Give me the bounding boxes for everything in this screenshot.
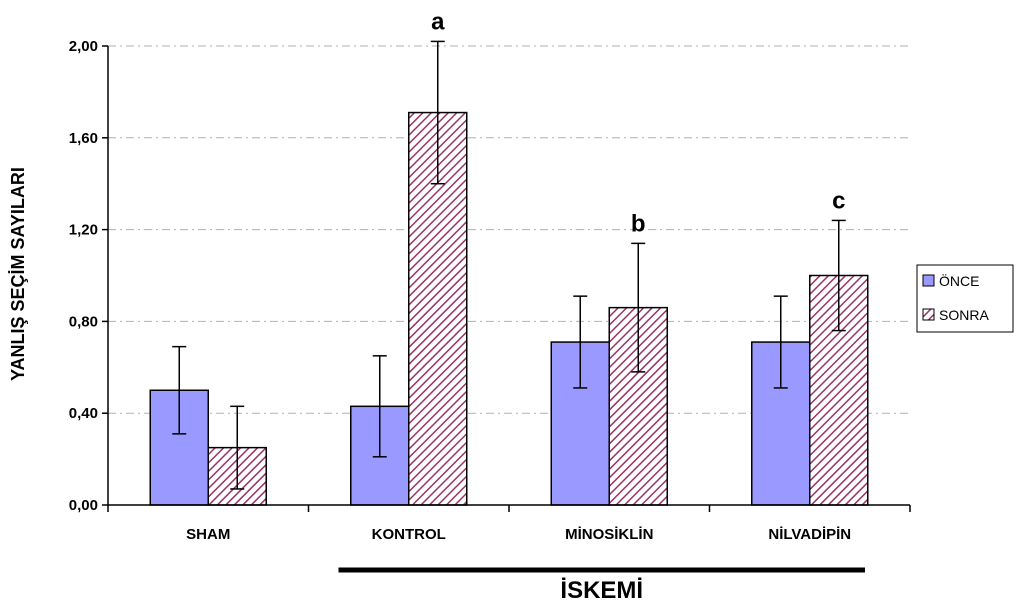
y-tick-label: 0,80 (69, 313, 98, 330)
error-bars (172, 40, 846, 490)
legend-swatch (922, 274, 935, 287)
significance-letter: a (431, 8, 445, 35)
y-tick-label: 2,00 (69, 38, 98, 55)
legend-label: ÖNCE (939, 272, 979, 289)
significance-letter: b (631, 210, 646, 237)
annotations: a b c (431, 8, 845, 237)
error-bar (230, 405, 245, 490)
legend: ÖNCE SONRA (916, 264, 1014, 333)
significance-letter: c (832, 187, 845, 214)
error-bar (831, 219, 846, 332)
error-bar (372, 355, 387, 458)
y-tick-label: 1,60 (69, 130, 98, 147)
group-label: İSKEMİ (560, 577, 643, 604)
error-bar (631, 242, 646, 373)
y-axis-title: YANLIŞ SEÇİM SAYILARI (8, 167, 28, 381)
error-bar (430, 40, 445, 185)
x-tick-label: MİNOSİKLİN (565, 526, 653, 543)
axis-labels: 0,00 0,40 0,80 1,20 1,60 2,00 SHAM KONTROL MİNOS… (69, 38, 851, 543)
y-tick-label: 0,00 (69, 497, 98, 514)
bars (149, 111, 869, 506)
y-tick-label: 1,20 (69, 222, 98, 239)
y-tick-label: 0,40 (69, 405, 98, 422)
legend-label: SONRA (939, 307, 989, 323)
x-tick-label: KONTROL (372, 526, 446, 543)
error-bar (573, 295, 588, 389)
legend-swatch (922, 308, 935, 321)
error-bar (172, 345, 187, 435)
error-bar (773, 295, 788, 389)
x-tick-label: SHAM (186, 526, 230, 543)
group-bracket: İSKEMİ (338, 567, 865, 604)
x-tick-label: NİLVADİPİN (768, 526, 851, 543)
axes (102, 45, 911, 512)
